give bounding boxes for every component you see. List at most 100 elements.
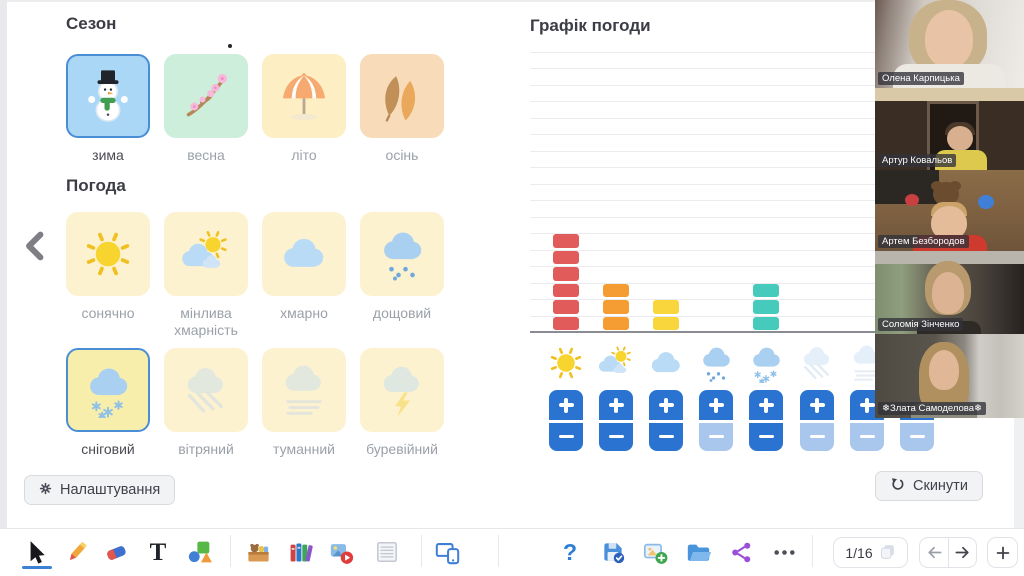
season-section-title: Сезон	[66, 14, 117, 33]
weather-card-cloudy[interactable]	[262, 212, 346, 296]
tool-shapes-button[interactable]	[183, 535, 217, 569]
weather-card-stormy[interactable]	[360, 348, 444, 432]
decrement-rainy-button[interactable]	[699, 422, 733, 451]
weather-card-snowy[interactable]	[66, 348, 150, 432]
increment-sunny-button[interactable]	[549, 390, 583, 420]
tool-notes-button[interactable]	[370, 535, 404, 569]
increment-snowy-button[interactable]	[749, 390, 783, 420]
participant-face	[929, 350, 959, 390]
weather-item-label: хмарно	[280, 305, 328, 321]
help-icon: ?	[562, 538, 578, 565]
weather-card-sunny[interactable]	[66, 212, 150, 296]
page-indicator[interactable]: 1/16	[833, 537, 908, 568]
chart-gridline	[530, 233, 1012, 234]
weather-card-rainy[interactable]	[360, 212, 444, 296]
tool-add-slide-button[interactable]	[638, 535, 672, 569]
decrement-cloudy-button[interactable]	[649, 422, 683, 451]
video-tile-4[interactable]: Соломія Зінченко	[875, 251, 1024, 334]
video-tile-3[interactable]: Артем Безбородов	[875, 170, 1024, 251]
chart-bar-sunny	[553, 234, 579, 330]
chart-gridline	[530, 266, 1012, 267]
ink-dot	[228, 44, 232, 48]
chart-gridline	[530, 200, 1012, 201]
decrement-windy-button[interactable]	[800, 422, 834, 451]
decrement-stormy-button[interactable]	[900, 422, 934, 451]
participant-face	[947, 126, 973, 151]
save-icon	[599, 538, 627, 566]
tool-erase-button[interactable]	[99, 535, 133, 569]
weather-item-label: сонячно	[81, 305, 135, 321]
settings-button-label: Налаштування	[60, 482, 161, 498]
weather-item-label: сніговий	[81, 441, 135, 457]
leaves-icon	[374, 68, 430, 124]
chart-gridline	[530, 150, 1012, 152]
decrement-partly-button[interactable]	[599, 422, 633, 451]
tool-more-button[interactable]	[767, 535, 801, 569]
chart-bar-snowy	[753, 283, 779, 330]
rain-cloud-icon	[696, 343, 736, 383]
previous-page-button[interactable]	[920, 538, 948, 567]
snowman-icon	[80, 68, 136, 124]
add-page-button[interactable]	[987, 537, 1018, 568]
tool-help-button[interactable]: ?	[553, 535, 587, 569]
chart-bar-cloudy	[653, 300, 679, 330]
season-card-winter[interactable]	[66, 54, 150, 138]
chevron-left-icon	[22, 230, 48, 262]
decrement-snowy-button[interactable]	[749, 422, 783, 451]
weather-card-windy[interactable]	[164, 348, 248, 432]
tool-devices-button[interactable]	[430, 535, 464, 569]
tool-share-button[interactable]	[724, 535, 758, 569]
increment-rainy-button[interactable]	[699, 390, 733, 420]
weather-card-partly[interactable]	[164, 212, 248, 296]
video-tile-5[interactable]: ❄Злата Самоделова❄	[875, 334, 1024, 418]
plus-icon	[993, 543, 1013, 563]
increment-cloudy-button[interactable]	[649, 390, 683, 420]
pages-icon	[879, 543, 896, 563]
devices-icon	[433, 538, 461, 566]
season-card-autumn[interactable]	[360, 54, 444, 138]
season-item-label: літо	[291, 147, 317, 163]
decrement-foggy-button[interactable]	[850, 422, 884, 451]
increment-windy-button[interactable]	[800, 390, 834, 420]
increment-partly-button[interactable]	[599, 390, 633, 420]
tool-toybox-button[interactable]	[241, 535, 275, 569]
decrement-sunny-button[interactable]	[549, 422, 583, 451]
tool-library-button[interactable]	[283, 535, 317, 569]
stepper-windy	[800, 390, 834, 451]
settings-button[interactable]: Налаштування	[24, 475, 176, 505]
tool-draw-button[interactable]	[60, 535, 94, 569]
season-card-summer[interactable]	[262, 54, 346, 138]
fog-cloud-icon	[847, 343, 887, 383]
reset-button-label: Скинути	[913, 478, 968, 494]
video-tile-2[interactable]: Артур Ковальов	[875, 88, 1024, 170]
weather-card-foggy[interactable]	[262, 348, 346, 432]
toolbar-divider	[230, 535, 231, 567]
season-item-label: зима	[92, 147, 124, 163]
toolbar-divider	[498, 535, 499, 567]
tool-media-button[interactable]	[324, 535, 358, 569]
tool-open-button[interactable]	[681, 535, 715, 569]
tool-select-button[interactable]	[19, 535, 53, 569]
cloud-icon	[276, 226, 332, 282]
cursor-icon	[22, 538, 50, 566]
weather-item-label: вітряний	[178, 441, 234, 457]
video-tile-1[interactable]: Олена Карпицька	[875, 0, 1024, 88]
participant-name-label: Артур Ковальов	[878, 154, 957, 167]
weather-item-cloudy: хмарно	[262, 212, 346, 339]
next-page-button[interactable]	[948, 538, 976, 567]
gear-icon	[39, 482, 52, 495]
weather-section-title: Погода	[66, 176, 126, 195]
folder-icon	[684, 538, 712, 566]
wind-cloud-icon	[797, 343, 837, 383]
collapse-panel-button[interactable]	[18, 224, 52, 270]
storm-cloud-icon	[374, 362, 430, 418]
active-tool-indicator	[22, 566, 52, 569]
season-card-spring[interactable]	[164, 54, 248, 138]
reset-button[interactable]: Скинути	[875, 471, 983, 501]
participant-name-label: Олена Карпицька	[878, 72, 964, 85]
weather-item-label: туманний	[273, 441, 335, 457]
tool-text-button[interactable]: T	[141, 535, 175, 569]
more-icon	[770, 538, 798, 566]
tool-save-button[interactable]	[596, 535, 630, 569]
participant-name-label: Артем Безбородов	[878, 235, 969, 248]
